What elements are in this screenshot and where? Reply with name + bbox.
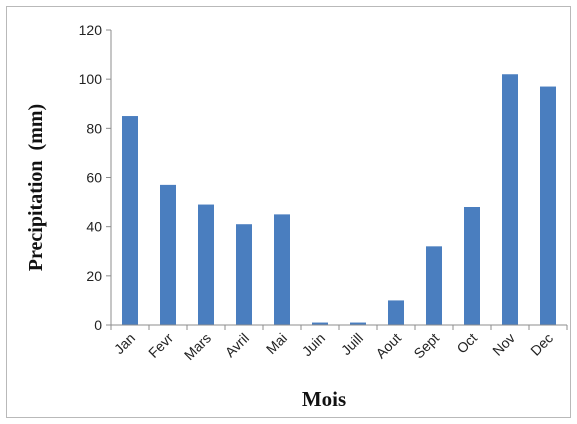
bar-juill — [350, 322, 366, 325]
x-tick-label: Nov — [489, 330, 518, 359]
x-tick-label: Fevr — [145, 330, 176, 361]
y-tick-label: 60 — [86, 170, 102, 186]
bar-fevr — [160, 184, 176, 325]
x-axis-title: Mois — [302, 387, 346, 411]
y-axis-ticks: 0 20 40 60 80 100 120 — [79, 22, 111, 333]
bar-sept — [426, 246, 442, 325]
x-tick-label: Mars — [181, 330, 214, 363]
x-tick-label: Juill — [338, 330, 366, 358]
bar-nov — [502, 74, 518, 325]
x-tick-label: Sept — [410, 330, 442, 362]
y-axis-title: Precipitation (mm) — [25, 104, 47, 271]
bar-oct — [464, 207, 480, 325]
x-tick-label: Aout — [372, 330, 404, 362]
x-tick-label: Dec — [527, 330, 556, 359]
x-tick-label: Jan — [111, 330, 138, 357]
bar-jan — [122, 116, 138, 326]
bars-layer — [122, 74, 556, 326]
y-tick-label: 80 — [86, 120, 102, 136]
bar-dec — [540, 86, 556, 326]
y-tick-label: 120 — [79, 22, 103, 38]
bar-avril — [236, 224, 252, 325]
bar-mars — [198, 204, 214, 325]
y-tick-label: 0 — [94, 317, 102, 333]
x-axis-ticks: Jan Fevr Mars Avril Mai Juin Juill Aout Sept Oct N… — [110, 325, 568, 363]
bar-mai — [274, 214, 290, 325]
bar-juin — [312, 322, 328, 325]
x-tick-label: Juin — [299, 330, 328, 359]
y-tick-label: 40 — [86, 219, 102, 235]
x-tick-label: Mai — [263, 330, 290, 357]
x-tick-label: Oct — [453, 330, 480, 357]
y-tick-label: 100 — [79, 71, 103, 87]
x-tick-label: Avril — [222, 330, 252, 360]
bar-aout — [388, 300, 404, 325]
y-tick-label: 20 — [86, 268, 102, 284]
